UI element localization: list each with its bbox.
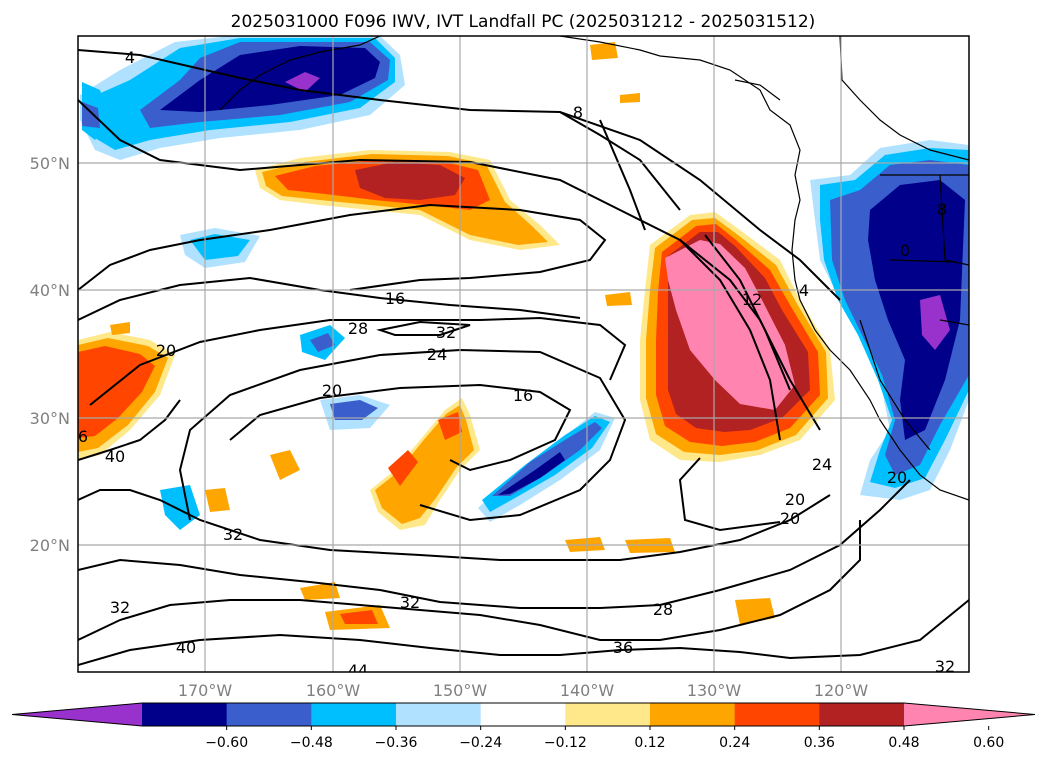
colorbar-tick-label: −0.36 xyxy=(375,735,418,751)
contour-label: 40 xyxy=(176,638,196,657)
colorbar-extend-high xyxy=(904,703,1035,726)
contour-label: 32 xyxy=(223,525,243,544)
lon-tick-labels: 170°W 160°W 150°W 140°W 130°W 120°W xyxy=(178,681,869,700)
colorbar-segment xyxy=(142,703,228,726)
colorbar-tick-label: 0.24 xyxy=(719,735,750,751)
map-frame xyxy=(77,35,970,673)
contour-label: 12 xyxy=(742,290,762,309)
lon-tick-label: 160°W xyxy=(306,681,361,700)
contour-label: 20 xyxy=(322,381,342,400)
contour-label: 16 xyxy=(385,289,405,308)
contour-label: 24 xyxy=(427,345,447,364)
fill-negative-north-band xyxy=(80,36,405,160)
contour-label: 24 xyxy=(812,455,832,474)
colorbar-tick-label: −0.48 xyxy=(290,735,333,751)
colorbar-tick-label: −0.24 xyxy=(459,735,502,751)
contour-label: 6 xyxy=(78,427,88,446)
map-panel: 4 8 12 16 20 24 28 32 36 40 44 4 8 20 32… xyxy=(77,35,970,680)
colorbar-segment xyxy=(311,703,397,726)
contour-label: 36 xyxy=(613,638,633,657)
colorbar-extend-low xyxy=(12,703,142,726)
contour-label: 28 xyxy=(653,600,673,619)
colorbar-segment xyxy=(226,703,312,726)
colorbar-tick-label: 0.48 xyxy=(888,735,919,751)
lon-tick-label: 170°W xyxy=(178,681,233,700)
coastlines xyxy=(219,36,969,501)
contour-label: 4 xyxy=(799,281,809,300)
colorbar-segment xyxy=(565,703,651,726)
colorbar-tick-label: −0.12 xyxy=(544,735,587,751)
contour-label: 32 xyxy=(436,323,456,342)
contour-label: 32 xyxy=(935,657,955,676)
fill-negative-subtropical-band xyxy=(478,412,615,522)
contour-label: 40 xyxy=(105,447,125,466)
lat-tick-label: 50°N xyxy=(30,154,70,173)
contour-lines xyxy=(78,49,969,666)
colorbar: −0.60 −0.48 −0.36 −0.24 −0.12 0.12 0.24 0.36 0.4… xyxy=(11,702,1036,751)
fill-positive-subtropics xyxy=(110,42,775,630)
contour-label: 8 xyxy=(573,103,583,122)
lat-tick-label: 40°N xyxy=(30,281,70,300)
contour-label: 20 xyxy=(780,509,800,528)
contour-labels: 4 8 12 16 20 24 28 32 36 40 44 4 8 20 32… xyxy=(78,48,955,680)
contour-label: 4 xyxy=(125,48,135,67)
colorbar-segment xyxy=(734,703,820,726)
lat-tick-label: 30°N xyxy=(30,409,70,428)
lon-tick-label: 130°W xyxy=(687,681,742,700)
colorbar-segment xyxy=(650,703,736,726)
colorbar-segment xyxy=(819,703,905,726)
contour-label: 8 xyxy=(937,200,947,219)
contour-label: 32 xyxy=(400,593,420,612)
contour-label: 32 xyxy=(110,598,130,617)
fill-negative-west-coast xyxy=(82,82,969,500)
lon-tick-label: 140°W xyxy=(560,681,615,700)
lat-tick-label: 20°N xyxy=(30,536,70,555)
plot-title: 2025031000 F096 IWV, IVT Landfall PC (20… xyxy=(231,12,816,32)
contour-label: 20 xyxy=(156,341,176,360)
lon-tick-label: 120°W xyxy=(814,681,869,700)
fill-positive-offshore-california xyxy=(640,212,835,462)
gridlines xyxy=(78,36,969,672)
colorbar-outline xyxy=(11,702,1036,727)
lat-tick-labels: 20°N 30°N 40°N 50°N xyxy=(30,154,70,555)
colorbar-tick-label: 0.12 xyxy=(634,735,665,751)
colorbar-tick-label: 0.36 xyxy=(804,735,835,751)
contour-label: 20 xyxy=(785,490,805,509)
colorbar-tick-label: 0.60 xyxy=(973,735,1004,751)
colorbar-tick-label: −0.60 xyxy=(205,735,248,751)
colorbar-segment xyxy=(396,703,482,726)
contour-label: 44 xyxy=(348,661,368,680)
contour-label: 16 xyxy=(513,386,533,405)
contour-label: 20 xyxy=(887,468,907,487)
contour-label: 28 xyxy=(348,319,368,338)
colorbar-segment xyxy=(480,703,566,726)
lon-tick-label: 150°W xyxy=(433,681,488,700)
contour-label: 0 xyxy=(900,241,910,260)
